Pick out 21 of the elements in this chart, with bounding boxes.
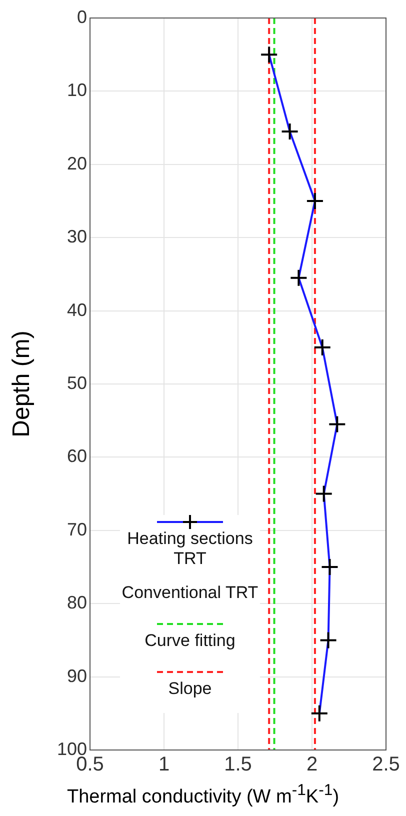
y-tick-label: 0 <box>76 6 87 27</box>
x-tick-label: 0.5 <box>76 754 104 776</box>
legend-label: Heating sections TRT <box>126 529 254 569</box>
legend-label: Curve fitting <box>144 631 236 651</box>
x-tick-label: 2.5 <box>372 754 400 776</box>
y-tick-label: 50 <box>66 372 87 393</box>
annotation: Conventional TRT <box>120 583 260 603</box>
y-tick-label: 80 <box>66 592 87 613</box>
y-tick-label: 30 <box>66 226 87 247</box>
y-tick-label: 20 <box>66 153 87 174</box>
x-tick-label: 1.5 <box>224 754 252 776</box>
y-axis-title: Depth (m) <box>8 330 36 438</box>
y-tick-label: 10 <box>66 80 87 100</box>
y-tick-label: 60 <box>66 446 87 466</box>
x-tick-label: 2 <box>306 754 318 776</box>
legend-label: Slope <box>167 679 213 699</box>
y-tick-label: 70 <box>66 519 87 540</box>
x-axis-title: Thermal conductivity (W m$^{-1}$K$^{-1}$) <box>66 782 340 808</box>
x-tick-label: 1 <box>158 754 170 776</box>
y-tick-label: 90 <box>66 666 87 686</box>
y-tick-label: 40 <box>66 300 87 320</box>
